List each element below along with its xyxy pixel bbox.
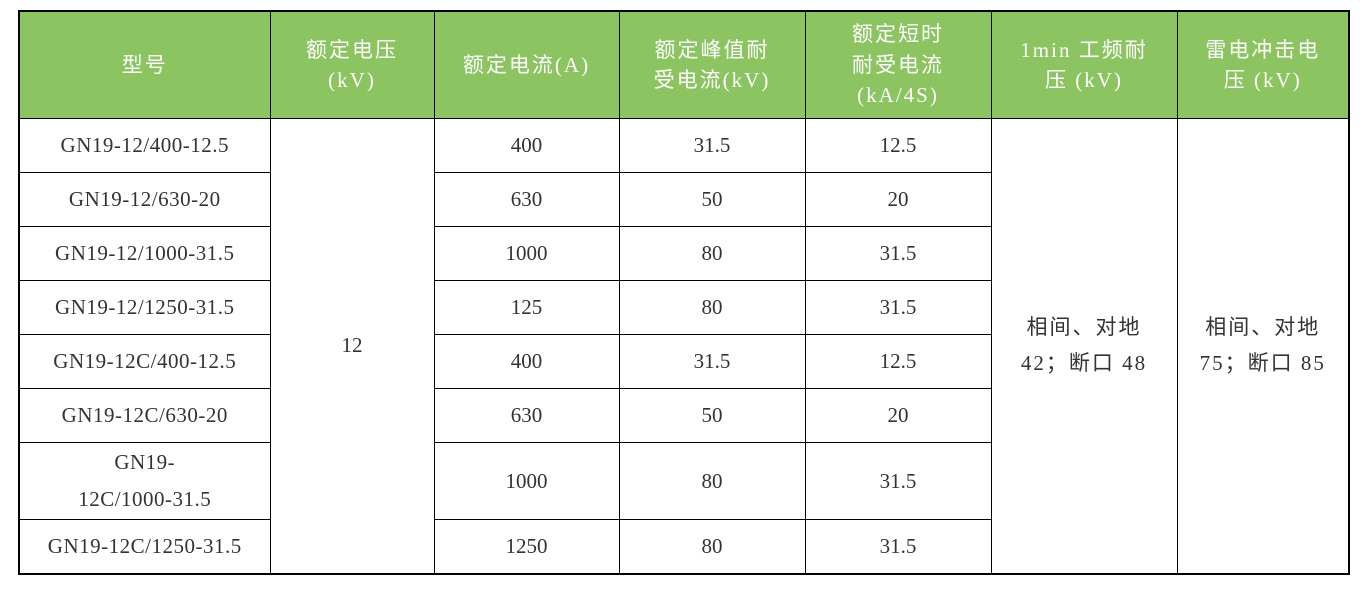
model-cell: GN19-12C/1250-31.5 (18, 519, 271, 574)
short-time-current-cell: 20 (804, 388, 992, 443)
power-freq-withstand-cell: 相间、对地 42；断口 48 (990, 118, 1178, 574)
model-cell: GN19-12/1250-31.5 (18, 280, 271, 335)
short-time-current-cell: 31.5 (804, 519, 992, 574)
model-cell: GN19-12/400-12.5 (18, 118, 271, 173)
header-rated-voltage: 额定电压 (kV) (269, 10, 435, 119)
peak-current-cell: 80 (618, 226, 806, 281)
model-cell: GN19-12C/630-20 (18, 388, 271, 443)
peak-current-cell: 50 (618, 172, 806, 227)
peak-current-cell: 80 (618, 442, 806, 520)
header-model: 型号 (18, 10, 271, 119)
header-rated-current: 额定电流(A) (433, 10, 620, 119)
rated-current-cell: 1250 (433, 519, 620, 574)
short-time-current-cell: 12.5 (804, 334, 992, 389)
short-time-current-cell: 12.5 (804, 118, 992, 173)
header-power-freq-voltage: 1min 工频耐 压 (kV) (990, 10, 1178, 119)
short-time-current-cell: 31.5 (804, 226, 992, 281)
model-cell: GN19- 12C/1000-31.5 (18, 442, 271, 520)
peak-current-cell: 31.5 (618, 334, 806, 389)
table-row: GN19- 12C/1000-31.5 1000 80 31.5 (18, 442, 1349, 520)
table-row: GN19-12/1250-31.5 125 80 31.5 (18, 280, 1349, 335)
spec-table-container: 型号 额定电压 (kV) 额定电流(A) 额定峰值耐 受电流(kV) 额定短时 … (18, 10, 1350, 575)
table-row: GN19-12C/630-20 630 50 20 (18, 388, 1349, 443)
peak-current-cell: 80 (618, 280, 806, 335)
header-peak-withstand-current: 额定峰值耐 受电流(kV) (618, 10, 806, 119)
short-time-current-cell: 31.5 (804, 280, 992, 335)
rated-current-cell: 125 (433, 280, 620, 335)
rated-current-cell: 400 (433, 118, 620, 173)
short-time-current-cell: 20 (804, 172, 992, 227)
peak-current-cell: 80 (618, 519, 806, 574)
rated-current-cell: 1000 (433, 442, 620, 520)
short-time-current-cell: 31.5 (804, 442, 992, 520)
peak-current-cell: 50 (618, 388, 806, 443)
rated-voltage-cell: 12 (269, 118, 435, 574)
header-row: 型号 额定电压 (kV) 额定电流(A) 额定峰值耐 受电流(kV) 额定短时 … (18, 10, 1350, 119)
model-cell: GN19-12/1000-31.5 (18, 226, 271, 281)
table-row: GN19-12/400-12.5 12 400 31.5 12.5 相间、对地 … (18, 118, 1350, 574)
table-row: GN19-12/1000-31.5 1000 80 31.5 (18, 226, 1349, 281)
table-row: GN19-12/630-20 630 50 20 (18, 172, 1349, 227)
lightning-impulse-cell: 相间、对地 75；断口 85 (1176, 118, 1350, 574)
model-cell: GN19-12/630-20 (18, 172, 271, 227)
rated-current-cell: 1000 (433, 226, 620, 281)
spec-table: 型号 额定电压 (kV) 额定电流(A) 额定峰值耐 受电流(kV) 额定短时 … (18, 10, 1350, 575)
model-cell: GN19-12C/400-12.5 (18, 334, 271, 389)
table-row: GN19-12C/1250-31.5 1250 80 31.5 (18, 519, 1349, 574)
rated-current-cell: 630 (433, 388, 620, 443)
peak-current-cell: 31.5 (618, 118, 806, 173)
header-lightning-impulse: 雷电冲击电 压 (kV) (1176, 10, 1350, 119)
header-short-time-current: 额定短时 耐受电流 (kA/4S) (804, 10, 992, 119)
rated-current-cell: 400 (433, 334, 620, 389)
rated-current-cell: 630 (433, 172, 620, 227)
